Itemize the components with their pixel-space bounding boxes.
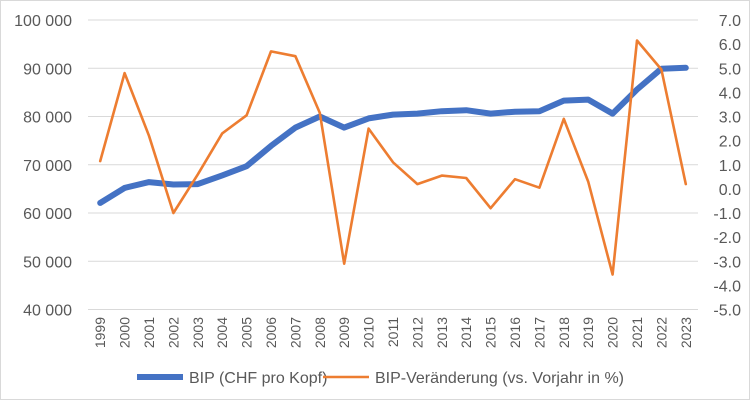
- x-tick-label: 2022: [653, 317, 669, 348]
- series-line-bip: [100, 68, 686, 203]
- right-tick-label: 4.0: [719, 85, 741, 102]
- left-tick-label: 40 000: [23, 303, 72, 320]
- x-tick-label: 2008: [312, 317, 328, 348]
- right-tick-label: 1.0: [719, 158, 741, 175]
- legend-label-change: BIP-Veränderung (vs. Vorjahr in %): [375, 370, 624, 387]
- x-tick-label: 2023: [678, 317, 694, 348]
- left-tick-label: 70 000: [23, 158, 72, 175]
- x-tick-label: 2010: [361, 317, 377, 348]
- x-tick-label: 2020: [605, 317, 621, 348]
- right-tick-label: 6.0: [719, 37, 741, 54]
- left-axis-ticks: 40 000 50 000 60 000 70 000 80 000 90 000 100 …: [14, 13, 72, 320]
- x-tick-label: 2005: [239, 317, 255, 348]
- x-tick-label: 2021: [629, 317, 645, 348]
- x-tick-label: 2009: [336, 317, 352, 348]
- x-tick-label: 1999: [92, 317, 108, 348]
- right-tick-label: 7.0: [719, 13, 741, 30]
- left-tick-label: 80 000: [23, 110, 72, 127]
- x-tick-label: 2000: [117, 317, 133, 348]
- series-lines: [100, 40, 686, 274]
- left-tick-label: 60 000: [23, 206, 72, 223]
- right-tick-label: 3.0: [719, 110, 741, 127]
- right-tick-label: 5.0: [719, 61, 741, 78]
- x-tick-label: 2004: [214, 317, 230, 348]
- right-axis-ticks: -5.0 -4.0 -3.0 -2.0 -1.0 0.0 1.0 2.0 3.0 4.0 5.0 6.…: [713, 13, 741, 320]
- x-tick-label: 2011: [385, 317, 401, 347]
- x-tick-label: 2006: [263, 317, 279, 348]
- left-tick-label: 100 000: [14, 13, 72, 30]
- x-tick-label: 2019: [580, 317, 596, 348]
- legend: BIP (CHF pro Kopf) BIP-Veränderung (vs. …: [137, 370, 624, 387]
- left-tick-label: 90 000: [23, 61, 72, 78]
- right-tick-label: -1.0: [713, 206, 741, 223]
- series-line-change: [100, 41, 686, 275]
- x-tick-label: 2003: [190, 317, 206, 348]
- right-tick-label: -3.0: [713, 254, 741, 271]
- x-tick-label: 2001: [141, 317, 157, 348]
- right-tick-label: -5.0: [713, 303, 741, 320]
- right-tick-label: 0.0: [719, 182, 741, 199]
- x-axis-ticks: 1999 2000 2001 2002 2003 2004 2005 2006 2007 2008…: [92, 317, 694, 348]
- legend-label-bip: BIP (CHF pro Kopf): [189, 370, 327, 387]
- gridlines: [88, 20, 698, 310]
- right-tick-label: -4.0: [713, 278, 741, 295]
- x-tick-label: 2002: [165, 317, 181, 348]
- right-tick-label: 2.0: [719, 134, 741, 151]
- x-tick-label: 2015: [483, 317, 499, 348]
- x-tick-label: 2014: [458, 317, 474, 348]
- x-tick-label: 2017: [531, 317, 547, 348]
- x-tick-label: 2016: [507, 317, 523, 348]
- x-tick-label: 2013: [434, 317, 450, 348]
- x-tick-label: 2018: [556, 317, 572, 348]
- x-tick-label: 2007: [287, 317, 303, 348]
- x-tick-label: 2012: [409, 317, 425, 348]
- right-tick-label: -2.0: [713, 230, 741, 247]
- left-tick-label: 50 000: [23, 254, 72, 271]
